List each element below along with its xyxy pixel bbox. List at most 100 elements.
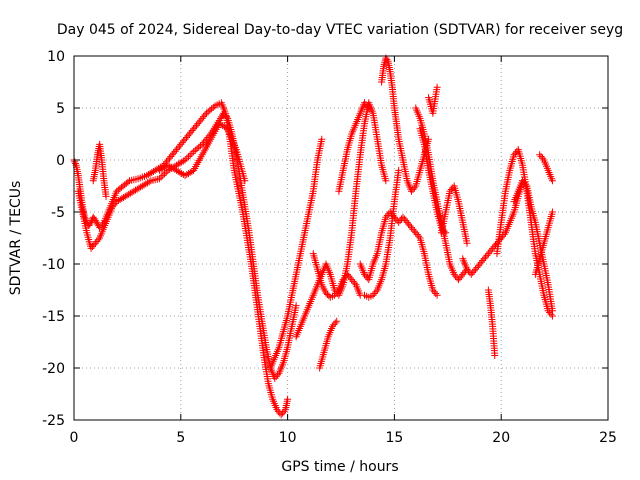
data-point — [370, 289, 378, 297]
data-point — [346, 274, 354, 282]
data-point — [365, 104, 373, 112]
data-point — [93, 237, 101, 245]
data-point — [94, 236, 102, 244]
data-point — [360, 270, 368, 278]
data-point — [456, 274, 464, 282]
data-point — [487, 246, 495, 254]
tick-labels: 0 5 10 15 20 25 10 5 0 -5 -10 -15 -20 -25 — [42, 49, 617, 446]
data-point — [102, 192, 110, 200]
data-point — [429, 286, 437, 294]
data-point — [476, 260, 484, 268]
data-point — [343, 270, 351, 278]
data-point — [470, 267, 478, 275]
data-point — [413, 231, 421, 239]
data-point — [446, 187, 454, 195]
y-axis-label: SDTVAR / TECUs — [8, 181, 24, 296]
data-point — [484, 250, 492, 258]
data-point — [486, 248, 494, 256]
data-point — [548, 177, 556, 185]
y-tick-label: 5 — [56, 101, 65, 117]
data-point — [406, 222, 414, 230]
data-point — [221, 111, 229, 119]
series-track-a — [70, 99, 292, 419]
data-point — [280, 407, 288, 415]
data-point — [479, 257, 487, 265]
data-point — [274, 371, 282, 379]
y-tick-label: -25 — [42, 413, 65, 429]
data-point — [410, 227, 418, 235]
data-point — [145, 178, 153, 186]
data-point — [92, 218, 100, 226]
data-point — [363, 102, 371, 110]
x-tick-label: 10 — [279, 430, 297, 446]
data-point — [195, 143, 203, 151]
data-point — [477, 258, 485, 266]
data-point — [191, 123, 199, 131]
series-track-c — [89, 140, 110, 200]
data-point — [369, 291, 377, 299]
data-point — [318, 135, 326, 143]
series-track-e — [267, 135, 326, 372]
y-tick-label: -5 — [51, 205, 65, 221]
data-point — [469, 269, 477, 277]
x-tick-label: 20 — [492, 430, 510, 446]
data-point — [473, 263, 481, 271]
data-point — [467, 270, 475, 278]
data-point — [474, 262, 482, 270]
data-point — [493, 239, 501, 247]
data-point — [181, 135, 189, 143]
data-point — [180, 137, 188, 145]
data-point — [198, 114, 206, 122]
data-point — [273, 406, 281, 414]
x-tick-label: 25 — [599, 430, 617, 446]
data-point — [87, 244, 95, 252]
series-track-r — [484, 286, 499, 360]
data-point — [407, 224, 415, 232]
y-tick-label: -10 — [42, 257, 65, 273]
data-point — [409, 225, 417, 233]
data-point — [405, 220, 413, 228]
chart-title: Day 045 of 2024, Sidereal Day-to-day VTE… — [57, 22, 623, 38]
data-point — [279, 409, 287, 417]
data-point — [194, 120, 202, 128]
data-point — [425, 135, 433, 143]
data-point — [184, 153, 192, 161]
data-point — [519, 177, 527, 185]
data-point — [362, 101, 370, 109]
data-point — [155, 175, 163, 183]
series-track-t — [510, 177, 556, 315]
data-point — [277, 411, 285, 419]
series-track-k — [378, 54, 433, 195]
data-point — [386, 208, 394, 216]
data-point — [483, 251, 491, 259]
data-point — [91, 239, 99, 247]
data-point — [196, 142, 204, 150]
data-point — [450, 270, 458, 278]
data-point — [330, 321, 338, 329]
data-point — [90, 241, 98, 249]
data-point — [407, 187, 415, 195]
data-point — [124, 178, 132, 186]
series-track-o — [425, 83, 441, 117]
series-track-i — [316, 317, 341, 372]
data-point — [159, 171, 167, 179]
data-point — [186, 151, 194, 159]
data-point — [174, 144, 182, 152]
data-point — [181, 156, 189, 164]
data-point — [271, 374, 279, 382]
y-tick-label: -15 — [42, 309, 65, 325]
data-point — [198, 140, 206, 148]
axis-ticks — [73, 55, 609, 421]
data-point — [510, 151, 518, 159]
data-point — [191, 146, 199, 154]
series-track-j — [356, 208, 441, 299]
data-point — [472, 265, 480, 273]
data-point — [190, 125, 198, 133]
series-track-d — [155, 120, 249, 185]
series-track-u — [531, 208, 556, 278]
data-point — [192, 121, 200, 129]
data-point — [170, 149, 178, 157]
data-point — [182, 133, 190, 141]
data-point — [383, 56, 391, 64]
